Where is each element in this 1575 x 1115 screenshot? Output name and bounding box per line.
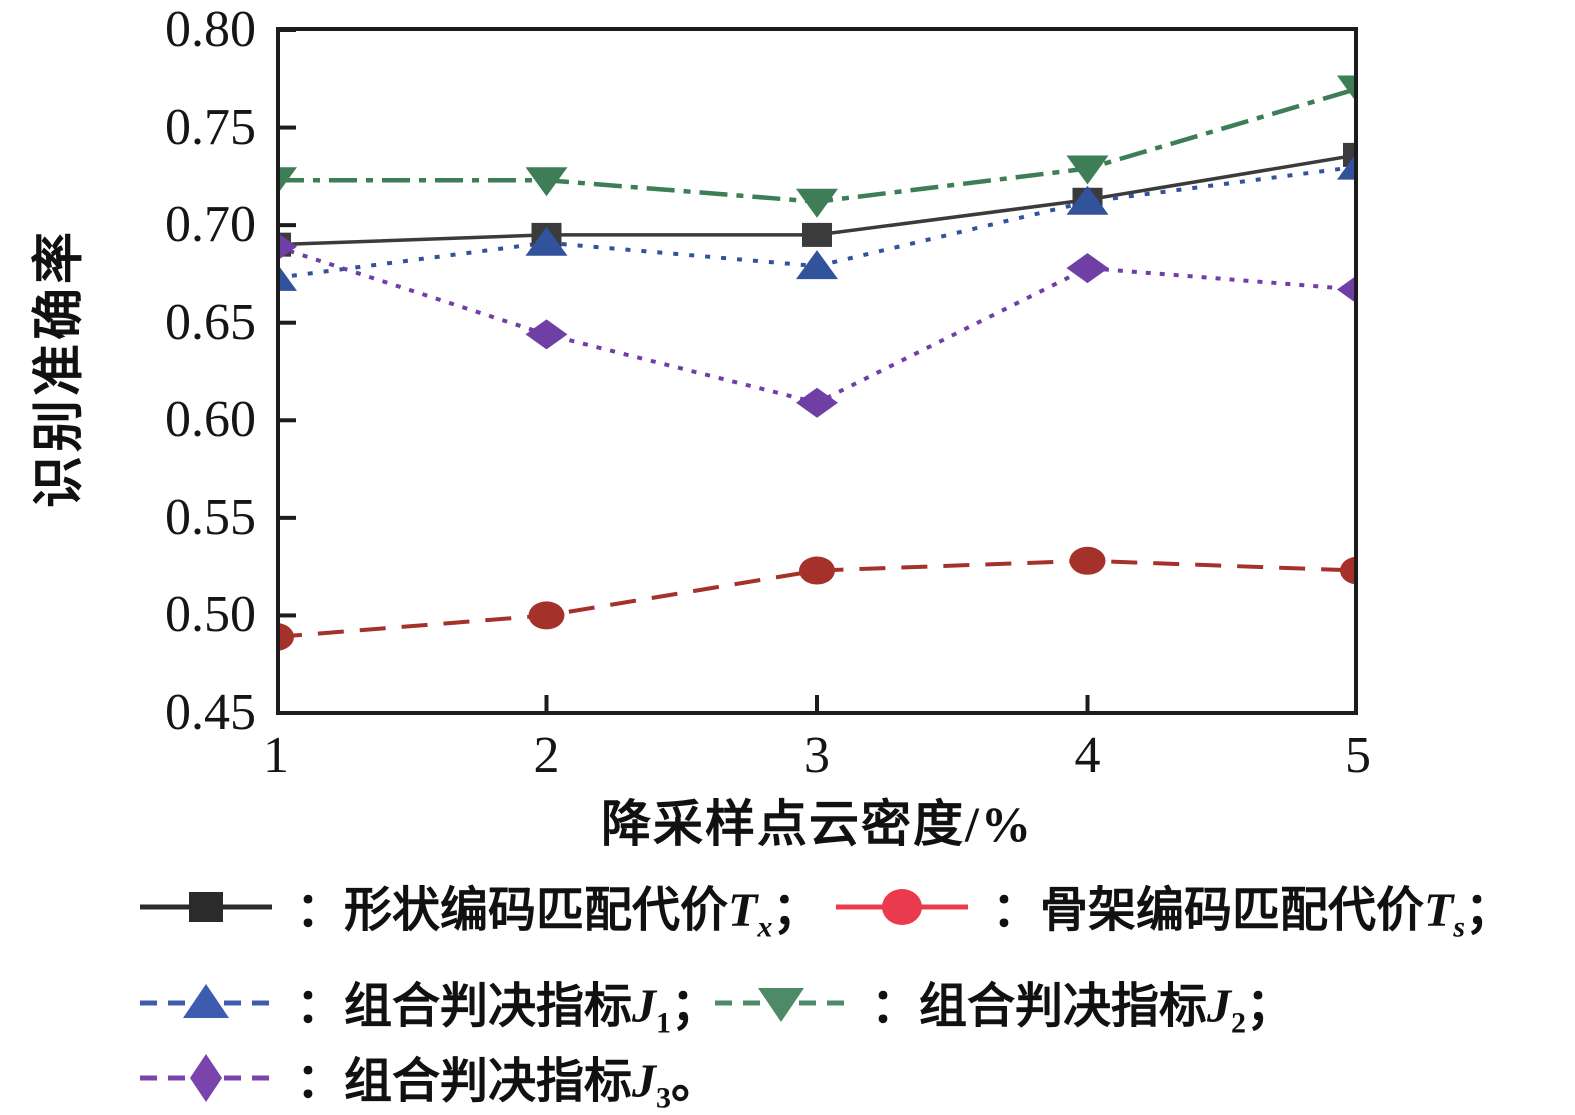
triangle-up-marker	[1066, 185, 1109, 215]
legend-label-suffix: ；	[1465, 883, 1514, 937]
x-axis-label: 降采样点云密度/%	[601, 796, 1033, 852]
circle-marker	[1340, 556, 1358, 585]
plot-frame	[276, 27, 1358, 715]
legend-label-symbol: T	[728, 883, 758, 937]
legend-label-text: 骨架编码匹配代价	[1040, 883, 1425, 937]
y-tick-label: 0.60	[165, 391, 256, 449]
y-tick-label: 0.50	[165, 586, 256, 644]
diamond-marker	[796, 387, 838, 418]
legend-label-subscript: 1	[656, 1006, 672, 1040]
legend-label-suffix: ；	[1246, 979, 1295, 1033]
y-tick-label: 0.65	[165, 293, 256, 351]
circle-marker	[1069, 546, 1106, 575]
square-marker	[802, 222, 832, 247]
legend-entry-combined-index-j3: ：组合判决指标J3。	[140, 1046, 719, 1114]
legend-label-prefix: ：	[296, 979, 345, 1033]
triangle-up-marker	[796, 250, 838, 280]
legend-label-skeleton-code-cost: ：骨架编码匹配代价Ts；	[992, 870, 1513, 945]
legend-label-suffix: ；	[671, 979, 720, 1033]
y-tick-label: 0.55	[165, 488, 256, 546]
triangle-up-marker	[183, 984, 229, 1018]
legend-label-shape-code-cost: ：形状编码匹配代价Tx；	[296, 870, 820, 945]
legend-label-combined-index-j2: ：组合判决指标J2；	[871, 966, 1294, 1041]
y-tick-label: 0.70	[165, 196, 256, 254]
y-tick-label: 0.45	[165, 684, 256, 741]
legend-label-subscript: x	[757, 910, 773, 944]
legend-label-symbol: J	[1207, 979, 1232, 1033]
legend-label-suffix: 。	[671, 1054, 720, 1108]
triangle-down-marker	[796, 188, 838, 218]
legend-label-text: 组合判决指标	[919, 979, 1208, 1033]
x-tick-label: 1	[263, 727, 289, 784]
legend-label-subscript: 2	[1231, 1006, 1247, 1040]
legend-key-circle-solid-line	[836, 889, 968, 925]
legend-key-triangle-down-dashed-line	[715, 988, 847, 1022]
circle-marker	[528, 601, 565, 630]
triangle-down-marker	[758, 988, 804, 1022]
legend-label-prefix: ：	[296, 1054, 345, 1108]
x-tick-label: 2	[533, 727, 560, 784]
y-axis-label: 识别准确率	[31, 227, 89, 509]
legend-label-text: 组合判决指标	[344, 1054, 633, 1108]
legend-label-text: 组合判决指标	[344, 979, 633, 1033]
diamond-marker	[1337, 274, 1358, 305]
circle-marker	[276, 622, 294, 651]
triangle-up-marker	[1337, 150, 1358, 180]
circle-marker	[799, 556, 835, 585]
x-tick-label: 3	[804, 727, 830, 784]
legend-label-text: 形状编码匹配代价	[344, 883, 729, 937]
legend-entry-combined-index-j2: ：组合判决指标J2；	[715, 971, 1294, 1039]
legend-label-symbol: J	[632, 1054, 657, 1108]
legend-key-square-solid-line	[140, 892, 272, 922]
y-tick-label: 0.80	[165, 1, 256, 58]
legend-label-prefix: ：	[296, 883, 345, 937]
legend-entry-skeleton-code-cost: ：骨架编码匹配代价Ts；	[836, 875, 1513, 943]
y-tick-label: 0.75	[165, 98, 256, 156]
triangle-down-marker	[525, 167, 568, 197]
legend-key-diamond-dashed-line	[140, 1054, 272, 1102]
triangle-up-marker	[525, 226, 568, 256]
circle-marker	[882, 889, 922, 925]
legend-label-subscript: s	[1453, 910, 1466, 944]
x-tick-label: 5	[1345, 727, 1371, 784]
legend-label-symbol: J	[632, 979, 657, 1033]
series-line	[276, 86, 1358, 204]
legend-label-prefix: ：	[992, 883, 1041, 937]
legend-entry-shape-code-cost: ：形状编码匹配代价Tx；	[140, 875, 820, 943]
legend-entry-combined-index-j1: ：组合判决指标J1；	[140, 971, 719, 1039]
triangle-down-marker	[276, 167, 297, 197]
square-marker	[189, 892, 223, 922]
legend-key-triangle-up-dashed-line	[140, 984, 272, 1018]
legend-label-symbol: T	[1424, 883, 1454, 937]
x-tick-label: 4	[1074, 727, 1101, 784]
diamond-marker	[276, 231, 297, 262]
legend-label-suffix: ；	[772, 883, 821, 937]
triangle-down-marker	[1066, 155, 1109, 185]
diamond-marker	[190, 1054, 222, 1102]
series-line	[276, 558, 1358, 639]
legend-label-combined-index-j3: ：组合判决指标J3。	[296, 1041, 719, 1115]
diamond-marker	[1066, 253, 1109, 284]
plot-area	[276, 27, 1358, 715]
legend-label-prefix: ：	[871, 979, 920, 1033]
diamond-marker	[525, 319, 568, 350]
legend-label-subscript: 3	[656, 1081, 672, 1115]
triangle-down-marker	[1337, 75, 1358, 105]
legend-label-combined-index-j1: ：组合判决指标J1；	[296, 966, 719, 1041]
